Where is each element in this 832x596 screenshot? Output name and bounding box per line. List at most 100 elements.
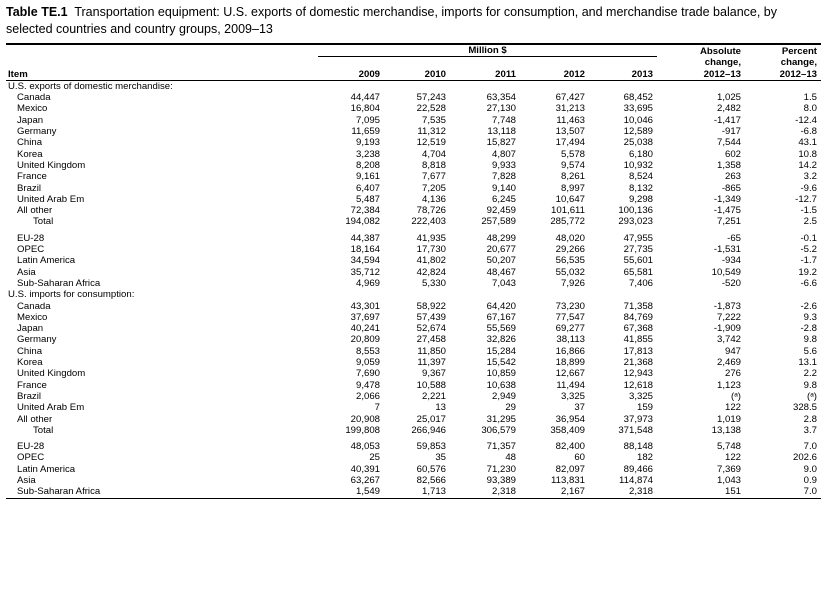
table-cell: 7,205: [421, 182, 446, 194]
table-cell: 1,043: [717, 474, 742, 486]
row-label: EU-28: [17, 232, 45, 244]
table-cell: 7,222: [717, 311, 742, 323]
abs-change-header-3: 2012–13: [657, 68, 746, 81]
table-cell: 100,136: [618, 205, 654, 217]
table-cell: 11,494: [556, 379, 585, 391]
table-cell: 69,277: [555, 323, 585, 335]
table-cell: 50,207: [486, 255, 516, 267]
table-cell: 10,859: [486, 368, 516, 380]
table-cell: 38,113: [556, 334, 585, 346]
group-row: OPEC 18,164 17,730 20,677 29,266 27,735 -1,531…: [6, 244, 821, 255]
table-cell: 5.6: [803, 345, 818, 357]
table-cell: 7,544: [717, 137, 742, 149]
table-cell: 17,494: [555, 137, 585, 149]
table-cell: 41,855: [623, 334, 654, 346]
row-label: Mexico: [17, 311, 48, 323]
table-cell: 199,808: [345, 424, 380, 436]
table-cell: 20,908: [350, 413, 380, 425]
table-cell: 12,943: [623, 368, 654, 380]
unit-header: Million $: [318, 43, 658, 58]
table-cell: 2,167: [520, 486, 589, 499]
table-cell: -2.6: [800, 300, 818, 312]
table-cell: 71,230: [486, 463, 516, 475]
row-label: Sub-Saharan Africa: [6, 486, 318, 499]
table-cell: 52,674: [416, 323, 446, 335]
header-row-2: change, change,: [6, 57, 821, 69]
table-cell: 29,266: [555, 244, 585, 256]
table-cell: 71,357: [486, 441, 516, 453]
table-cell: 358,409: [550, 424, 585, 436]
table-cell: 266,946: [411, 424, 446, 436]
table-cell: -934: [721, 255, 742, 267]
table-cell: -1,873: [713, 300, 742, 312]
table-cell: 37: [574, 402, 585, 414]
table-cell: 71,358: [623, 300, 654, 312]
table-cell: 7.0: [745, 486, 822, 499]
table-row: Brazil 6,407 7,205 9,140 8,997 8,132 -865 -9.6: [6, 183, 821, 194]
table-cell: 82,566: [416, 474, 446, 486]
table-cell: 33,695: [623, 103, 654, 115]
table-cell: 10,588: [416, 379, 446, 391]
table-cell: 222,403: [411, 216, 446, 228]
pct-change-header-3: 2012–13: [745, 68, 822, 81]
table-cell: 9,161: [355, 171, 380, 183]
table-cell: 17,813: [623, 345, 654, 357]
table-cell: 2,318: [450, 486, 520, 499]
table-cell: (ᵃ): [731, 390, 742, 402]
unit-header-row: Million $ Absolute Percent: [6, 43, 822, 58]
table-cell: 32,826: [486, 334, 516, 346]
table-cell: 17,730: [416, 244, 446, 256]
table-cell: 7,748: [491, 114, 516, 126]
row-label: OPEC: [17, 452, 45, 464]
table-cell: 257,589: [481, 216, 516, 228]
table-cell: 4,704: [421, 148, 446, 160]
table-cell: 9.8: [803, 379, 818, 391]
table-cell: 9,298: [629, 193, 654, 205]
table-cell: -6.6: [800, 277, 818, 289]
table-cell: 20,809: [350, 334, 380, 346]
table-cell: 7,251: [717, 216, 742, 228]
table-cell: 2,221: [421, 390, 446, 402]
table-cell: 11,312: [417, 126, 446, 138]
row-label: Germany: [17, 126, 57, 138]
table-row: Japan 40,241 52,674 55,569 69,277 67,368 -1,90…: [6, 323, 821, 334]
table-cell: 2.5: [803, 216, 818, 228]
table-cell: 10,549: [711, 266, 742, 278]
table-cell: 68,452: [623, 92, 654, 104]
table-cell: 25: [369, 452, 380, 464]
table-cell: 31,295: [486, 413, 516, 425]
row-label: Japan: [17, 323, 44, 335]
table-cell: -865: [721, 182, 742, 194]
table-cell: 9,140: [491, 182, 516, 194]
table-cell: 11,463: [556, 114, 585, 126]
table-cell: 93,389: [486, 474, 516, 486]
table-row: Japan 7,095 7,535 7,748 11,463 10,046 -1,417 -1…: [6, 115, 821, 126]
table-cell: 57,243: [416, 92, 446, 104]
table-cell: 9.0: [803, 463, 818, 475]
table-cell: 34,594: [350, 255, 380, 267]
year-header: 2012: [520, 68, 589, 81]
table-row: United Kingdom 8,208 8,818 9,933 9,574 10,932…: [6, 160, 821, 171]
row-label: Korea: [17, 357, 43, 369]
table-cell: 1,025: [717, 92, 742, 104]
table-cell: 13,507: [555, 126, 585, 138]
table-cell: 25,017: [416, 413, 446, 425]
table-cell: 67,427: [555, 92, 585, 104]
table-cell: 43.1: [798, 137, 818, 149]
group-row: Sub-Saharan Africa 4,969 5,330 7,043 7,926 7,…: [6, 278, 821, 289]
table-cell: 2,066: [355, 390, 380, 402]
table-cell: 18,899: [555, 357, 585, 369]
table-cell: 151: [657, 486, 746, 499]
table-cell: 947: [725, 345, 742, 357]
table-cell: 88,148: [623, 441, 654, 453]
year-header: 2010: [384, 68, 450, 81]
table-cell: 44,387: [350, 232, 380, 244]
table-cell: 10,647: [555, 193, 585, 205]
table-cell: -9.6: [800, 182, 818, 194]
group-row: Asia 35,712 42,824 48,467 55,032 65,581 10,549…: [6, 267, 821, 278]
table-cell: -1,349: [713, 193, 742, 205]
table-cell: 101,611: [551, 205, 585, 217]
year-header: 2013: [589, 68, 658, 81]
abs-change-header-2: change,: [704, 57, 742, 69]
table-row: Germany 20,809 27,458 32,826 38,113 41,855 3,7…: [6, 334, 821, 345]
